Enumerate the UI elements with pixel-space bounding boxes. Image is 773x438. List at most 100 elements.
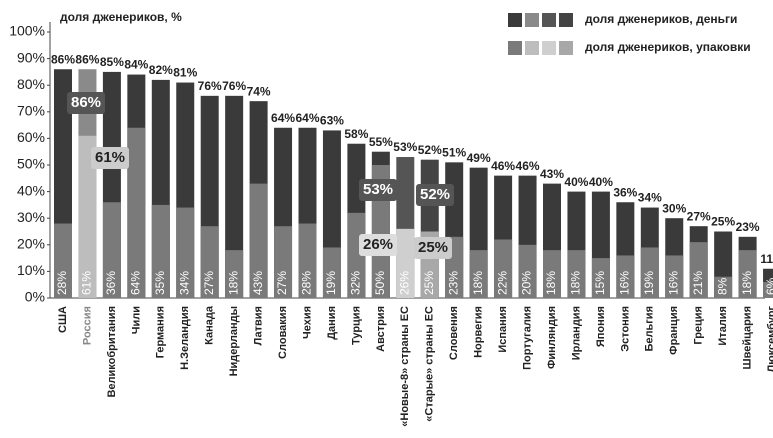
x-tick-label: Австрия (375, 306, 387, 352)
y-tick-label: 60% (17, 129, 45, 145)
x-tick-label: Россия (81, 306, 93, 345)
value-label: 51% (442, 146, 466, 160)
value-label: 55% (369, 135, 393, 149)
callout-box (414, 237, 452, 259)
bar-units (469, 250, 488, 298)
value-label: 25% (711, 215, 735, 229)
value-label: 46% (516, 159, 540, 173)
value-label: 82% (149, 63, 173, 77)
bar-units (640, 247, 659, 298)
bar-units (689, 242, 708, 298)
value-label: 63% (320, 114, 344, 128)
value-label: 18% (544, 271, 558, 295)
x-tick-label: Германия (155, 306, 167, 358)
callout-box (359, 179, 397, 201)
value-label: 32% (349, 271, 363, 295)
x-tick-label: Чехия (301, 306, 313, 339)
value-label: 18% (569, 271, 583, 295)
bar-units (591, 258, 610, 298)
value-label: 23% (446, 271, 460, 295)
y-tick-label: 40% (17, 182, 45, 198)
y-tick-label: 20% (17, 236, 45, 252)
value-label: 74% (247, 84, 271, 98)
value-label: 16% (618, 271, 632, 295)
y-tick-label: 50% (17, 156, 45, 172)
bar-units (347, 212, 366, 298)
bar-units (298, 223, 317, 298)
value-label: 50% (373, 271, 387, 295)
x-tick-label: Великобритания (106, 306, 118, 398)
x-tick-label: Дания (326, 306, 338, 340)
y-tick-label: 70% (17, 103, 45, 119)
bar-units (494, 239, 513, 298)
y-tick-label: 80% (17, 76, 45, 92)
value-label: 18% (740, 271, 754, 295)
bar-units (151, 204, 170, 298)
value-label: 28% (55, 271, 69, 295)
value-label: 64% (271, 111, 295, 125)
bar-units (396, 228, 415, 298)
value-label: 19% (324, 271, 338, 295)
value-label: 6% (764, 277, 773, 295)
x-tick-label: Швейцария (742, 306, 754, 369)
bar-units (200, 226, 219, 298)
x-tick-label: Нидерланды (228, 306, 240, 376)
legend-swatch (542, 13, 556, 27)
legend-swatch (508, 41, 522, 55)
value-label: 15% (593, 271, 607, 295)
value-label: 86% (51, 52, 75, 66)
legend-swatch (508, 13, 522, 27)
value-label: 43% (540, 167, 564, 181)
bar-units (567, 250, 586, 298)
value-label: 27% (202, 271, 216, 295)
value-label: 26% (397, 271, 411, 295)
callout: 25% (418, 239, 448, 256)
value-label: 21% (691, 271, 705, 295)
value-label: 27% (687, 209, 711, 223)
legend-swatch (525, 13, 539, 27)
callout-box (91, 147, 129, 169)
value-label: 85% (100, 55, 124, 69)
x-tick-label: Словакия (277, 306, 289, 359)
value-label: 35% (153, 271, 167, 295)
legend-swatch (525, 41, 539, 55)
x-tick-label: Канада (204, 305, 216, 345)
value-label: 81% (173, 66, 197, 80)
value-label: 40% (564, 175, 588, 189)
callout: 52% (420, 186, 450, 203)
bar-units (763, 282, 773, 298)
y-tick-label: 90% (17, 49, 45, 65)
x-tick-label: Бельгия (644, 306, 656, 352)
y-tick-label: 0% (25, 289, 45, 305)
x-tick-label: Турция (350, 306, 362, 345)
x-tick-label: «Старые» страны ЕС (424, 306, 436, 422)
value-label: 64% (295, 111, 319, 125)
bar-units (78, 135, 97, 298)
bar-units (102, 202, 121, 298)
bar-units (665, 255, 684, 298)
bar-units (616, 255, 635, 298)
x-tick-label: Греция (693, 306, 705, 345)
value-label: 20% (520, 271, 534, 295)
x-tick-label: Латвия (253, 306, 265, 345)
x-tick-label: Словения (448, 306, 460, 360)
value-label: 25% (422, 271, 436, 295)
legend-label: доля дженериков, упаковки (585, 40, 751, 54)
value-label: 18% (226, 271, 240, 295)
value-label: 76% (198, 79, 222, 93)
x-tick-label: Италия (717, 306, 729, 346)
callout-box (67, 92, 105, 114)
value-label: 30% (662, 201, 686, 215)
legend-swatch (559, 41, 573, 55)
bar-units (176, 207, 195, 298)
value-label: 22% (495, 271, 509, 295)
value-label: 28% (300, 271, 314, 295)
value-label: 76% (222, 79, 246, 93)
value-label: 43% (251, 271, 265, 295)
value-label: 27% (275, 271, 289, 295)
value-label: 53% (393, 140, 417, 154)
value-label: 52% (418, 143, 442, 157)
value-label: 49% (467, 151, 491, 165)
